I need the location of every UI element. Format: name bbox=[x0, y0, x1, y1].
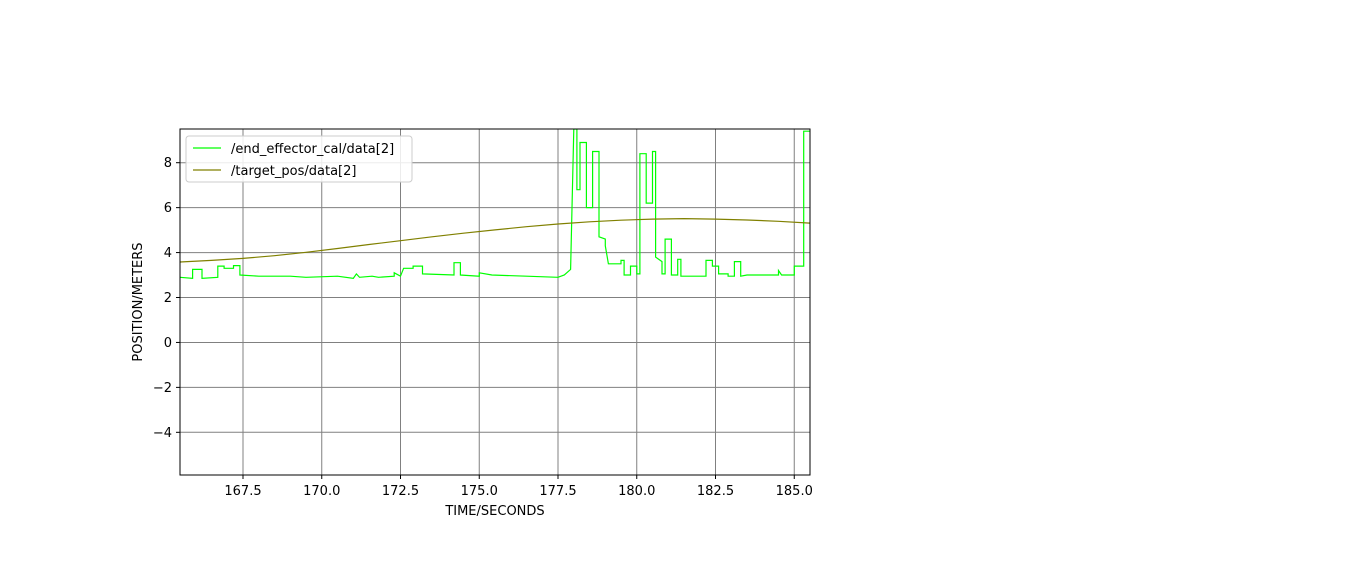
x-tick-label: 170.0 bbox=[303, 484, 340, 499]
x-tick-label: 182.5 bbox=[697, 484, 734, 499]
y-tick-label: −4 bbox=[153, 426, 172, 441]
x-tick-label: 180.0 bbox=[618, 484, 655, 499]
grid-lines bbox=[180, 129, 810, 475]
legend-label-end-effector: /end_effector_cal/data[2] bbox=[231, 142, 394, 157]
plot-frame bbox=[179, 128, 811, 476]
x-tick-label: 175.0 bbox=[461, 484, 498, 499]
x-tick-label: 177.5 bbox=[539, 484, 576, 499]
x-axis-ticks: 167.5 170.0 172.5 175.0 177.5 180.0 182.5 185.0 bbox=[224, 475, 813, 499]
x-tick-label: 167.5 bbox=[224, 484, 261, 499]
series-line-0 bbox=[180, 129, 810, 280]
legend: /end_effector_cal/data[2] /target_pos/da… bbox=[185, 135, 413, 183]
y-tick-label: −2 bbox=[153, 381, 172, 396]
y-tick-label: 0 bbox=[164, 336, 172, 351]
y-axis-ticks: −4 −2 0 2 4 6 8 bbox=[153, 156, 180, 441]
series-line-1 bbox=[180, 217, 810, 263]
y-tick-label: 4 bbox=[164, 246, 172, 261]
legend-box bbox=[185, 135, 413, 183]
y-tick-label: 2 bbox=[164, 291, 172, 306]
y-axis-label: POSITION/METERS bbox=[131, 242, 146, 361]
y-tick-label: 8 bbox=[164, 156, 172, 171]
y-tick-label: 6 bbox=[164, 201, 172, 216]
x-tick-label: 172.5 bbox=[382, 484, 419, 499]
x-axis-label: TIME/SECONDS bbox=[444, 504, 544, 519]
legend-label-target-pos: /target_pos/data[2] bbox=[231, 164, 356, 179]
x-tick-label: 185.0 bbox=[776, 484, 813, 499]
series-lines bbox=[180, 129, 810, 280]
